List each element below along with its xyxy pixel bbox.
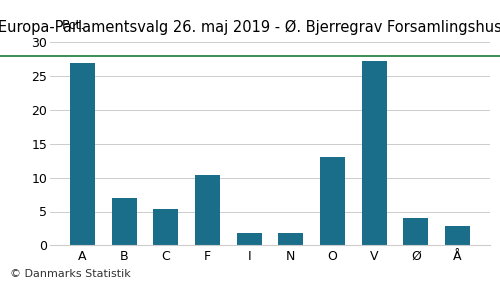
Text: © Danmarks Statistik: © Danmarks Statistik [10, 269, 131, 279]
Bar [445, 226, 470, 245]
Bar [362, 61, 386, 245]
Bar [154, 210, 178, 245]
Bar [112, 198, 136, 245]
Bar [320, 157, 345, 245]
Bar [404, 218, 428, 245]
Bar [195, 175, 220, 245]
Bar [236, 233, 262, 245]
Text: Europa-Parlamentsvalg 26. maj 2019 - Ø. Bjerregrav Forsamlingshus: Europa-Parlamentsvalg 26. maj 2019 - Ø. … [0, 20, 500, 35]
Text: Pct.: Pct. [62, 19, 85, 32]
Bar [278, 233, 303, 245]
Bar [70, 63, 95, 245]
